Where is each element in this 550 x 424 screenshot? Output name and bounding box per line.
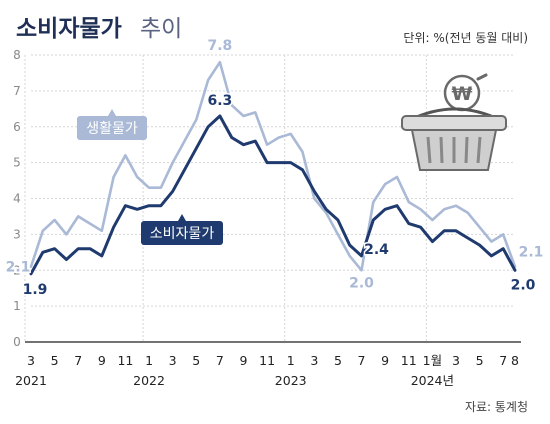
y-tick-label: 8 (13, 48, 21, 62)
x-tick-label: 1 (287, 353, 295, 368)
data-labels: 2.1 7.8 2.0 2.1 1.9 6.3 2.4 2.0 (4, 37, 545, 300)
x-tick-label: 9 (381, 353, 389, 368)
data-label-living: 2.0 (349, 275, 374, 291)
data-label-cpi: 2.4 (364, 242, 389, 258)
series-tag-box-living (77, 116, 147, 140)
y-tick-label: 7 (13, 84, 21, 98)
x-tick-label: 3 (169, 353, 177, 368)
series-lines (29, 60, 517, 276)
series-tag-pointer-cpi (178, 214, 186, 221)
x-tick-label: 8 (511, 353, 519, 368)
series-tag-box-cpi (141, 221, 223, 245)
y-tick-label: 2 (13, 263, 21, 277)
year-label: 2021 (15, 373, 47, 388)
series-line-living (29, 60, 517, 272)
x-tick-label: 3 (27, 353, 35, 368)
y-tick-label: 0 (13, 335, 21, 349)
y-tick-label: 4 (13, 192, 21, 206)
x-tick-label: 9 (240, 353, 248, 368)
x-tick-label: 5 (192, 353, 200, 368)
data-label-living: 2.1 (6, 260, 31, 276)
x-tick-label: 5 (476, 353, 484, 368)
x-tick-label: 7 (499, 353, 507, 368)
series-line-cpi (29, 114, 517, 276)
source-label: 자료: 통계청 (465, 400, 528, 414)
year-label: 2023 (275, 373, 307, 388)
x-tick-label: 3 (310, 353, 318, 368)
chart-title-suffix: 추이 (140, 16, 182, 42)
x-tick-label: 3 (452, 353, 460, 368)
x-tick-label: 11 (401, 353, 417, 368)
y-axis: 0 1 2 3 4 5 6 7 8 (13, 48, 21, 349)
x-tick-label: 7 (74, 353, 82, 368)
data-label-living: 7.8 (207, 38, 232, 54)
data-label-cpi: 6.3 (207, 93, 232, 109)
x-tick-label: 11 (117, 353, 133, 368)
x-tick-label: 5 (334, 353, 342, 368)
x-tick-label: 1월 (423, 353, 442, 368)
x-tick-label: 5 (51, 353, 59, 368)
svg-text:₩: ₩ (452, 83, 473, 105)
data-label-living: 2.1 (519, 245, 544, 261)
y-tick-label: 3 (13, 227, 21, 241)
unit-label: 단위: %(전년 동월 대비) (403, 31, 528, 45)
grid (24, 54, 515, 342)
year-label: 2024년 (411, 373, 454, 388)
shopping-basket-with-won-coin-icon: ₩ (401, 73, 507, 171)
year-label: 2022 (133, 373, 165, 388)
x-tick-label: 1 (145, 353, 153, 368)
series-tag-label-living: 생활물가 (86, 121, 138, 137)
y-tick-label: 5 (13, 156, 21, 170)
data-label-cpi: 2.0 (511, 277, 536, 293)
data-label-cpi: 1.9 (23, 282, 48, 298)
x-tick-label: 9 (98, 353, 106, 368)
y-tick-label: 1 (13, 299, 21, 313)
series-tag-pointer-living (108, 109, 116, 116)
series-tag-label-cpi: 소비자물가 (150, 226, 215, 242)
chart-title: 소비자물가 (16, 16, 122, 42)
x-tick-label: 11 (259, 353, 275, 368)
x-tick-label: 7 (358, 353, 366, 368)
y-tick-label: 6 (13, 120, 21, 134)
x-tick-label: 7 (216, 353, 224, 368)
